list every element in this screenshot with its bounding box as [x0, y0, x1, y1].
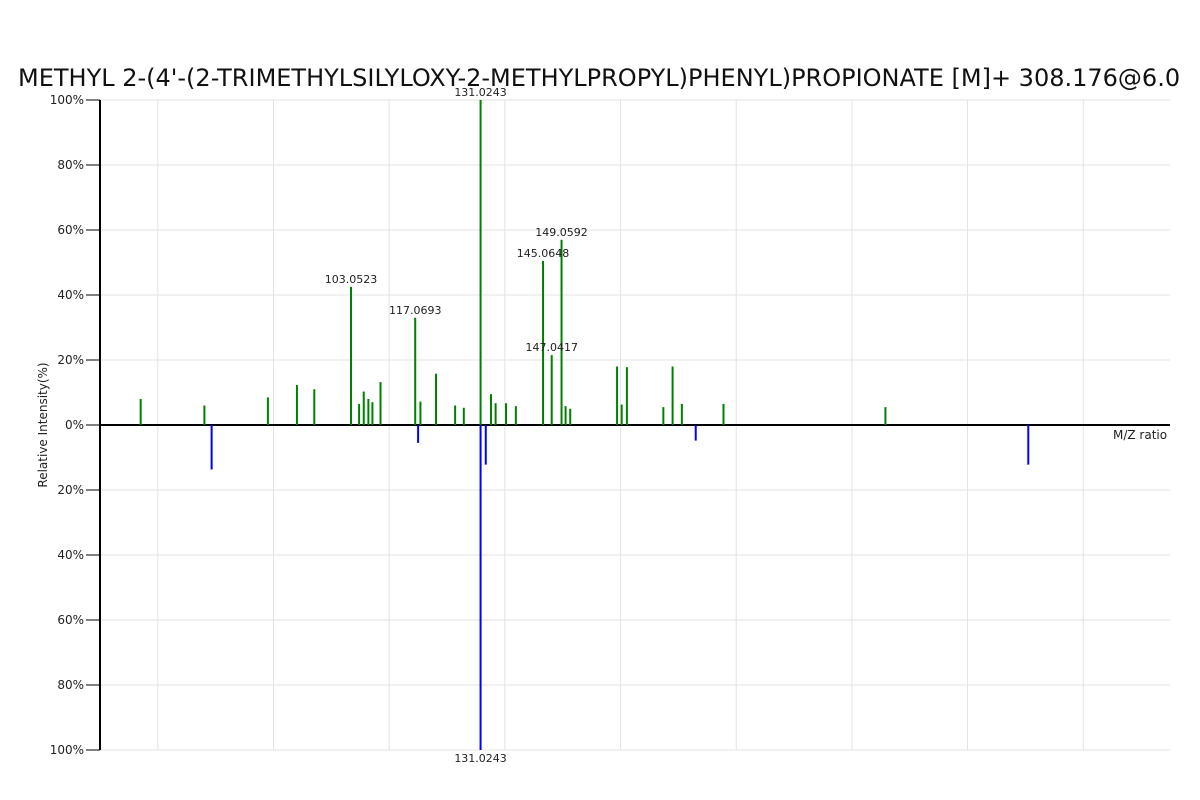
y-tick-label: 0% [65, 418, 84, 432]
y-tick-label: 80% [57, 678, 84, 692]
peaks [139, 100, 1030, 750]
axes [99, 100, 1170, 750]
y-tick-label: 60% [57, 223, 84, 237]
y-ticks: 100% 80% 60% 40% 20% 0% 20% 40% 60% 80% 100% [50, 93, 100, 757]
y-tick-label: 60% [57, 613, 84, 627]
y-tick-label: 100% [50, 743, 84, 757]
peak-label: 103.0523 [325, 273, 378, 286]
y-tick-label: 40% [57, 548, 84, 562]
peak-label: 131.0243 [454, 752, 507, 765]
y-tick-label: 100% [50, 93, 84, 107]
y-tick-label: 20% [57, 483, 84, 497]
y-tick-label: 20% [57, 353, 84, 367]
x-axis-title: M/Z ratio [1113, 428, 1167, 442]
y-axis-title: Relative Intensity(%) [36, 362, 50, 487]
peak-label: 131.0243 [454, 86, 507, 99]
chart-title: METHYL 2-(4'-(2-TRIMETHYLSILYLOXY-2-METH… [18, 64, 1181, 92]
peak-label: 117.0693 [389, 304, 442, 317]
peak-labels: 103.0523 117.0693 131.0243 145.0648 147.0417… [325, 86, 588, 765]
peak-label: 147.0417 [525, 341, 578, 354]
peak-label: 145.0648 [517, 247, 570, 260]
y-tick-label: 80% [57, 158, 84, 172]
peak-label: 149.0592 [535, 226, 588, 239]
y-tick-label: 40% [57, 288, 84, 302]
